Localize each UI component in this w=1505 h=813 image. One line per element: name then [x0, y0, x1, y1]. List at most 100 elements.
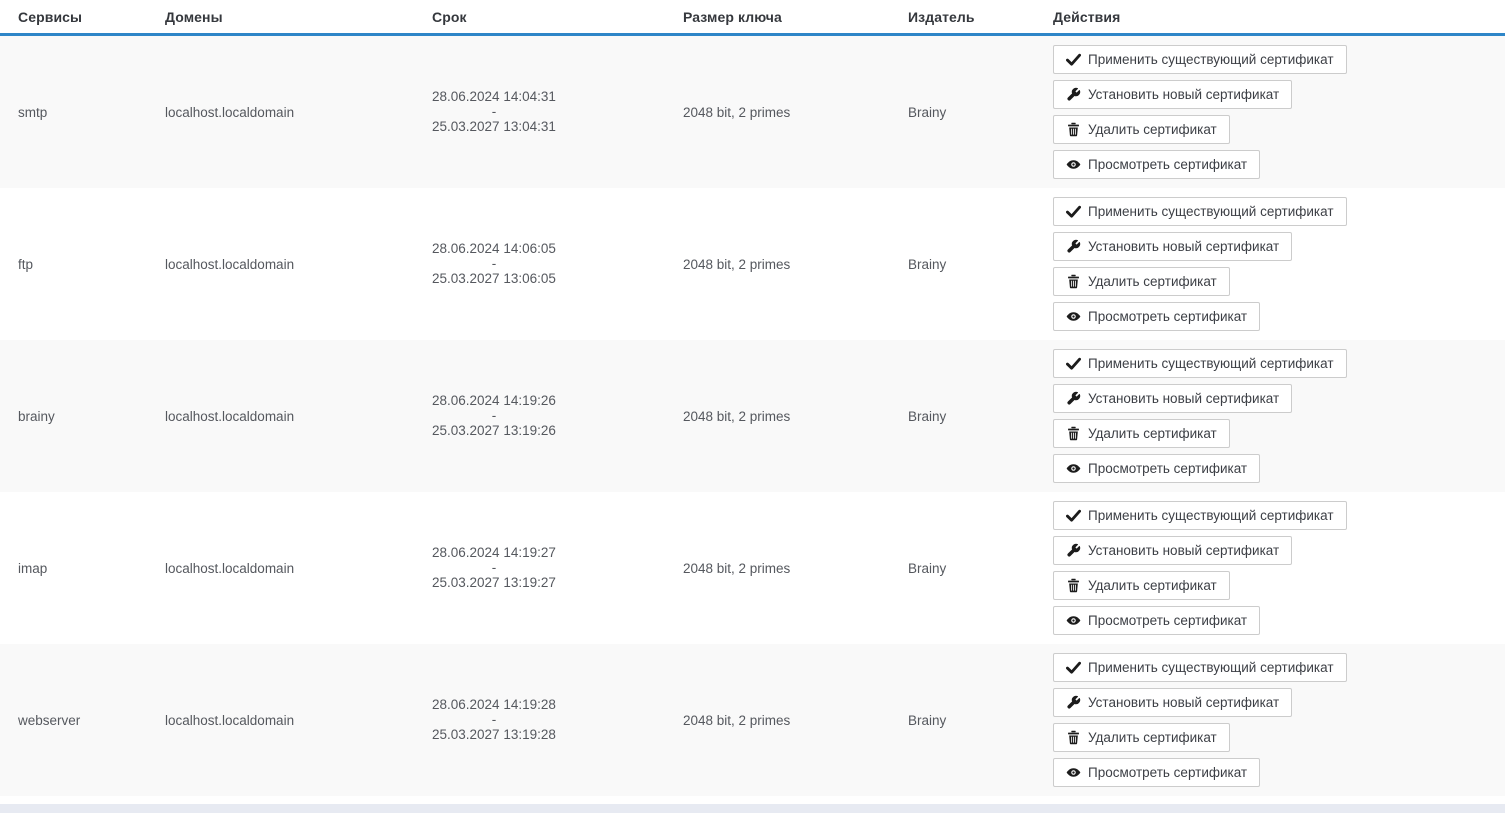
term-cell: 28.06.2024 14:19:28 - 25.03.2027 13:19:2…	[432, 697, 683, 743]
term-cell: 28.06.2024 14:04:31 - 25.03.2027 13:04:3…	[432, 89, 683, 135]
check-icon	[1066, 508, 1081, 523]
table-row: ftp localhost.localdomain 28.06.2024 14:…	[0, 188, 1505, 340]
check-icon	[1066, 52, 1081, 67]
action-button-label: Установить новый сертификат	[1088, 391, 1280, 406]
actions-cell: Применить существующий сертификат Устано…	[1053, 188, 1505, 340]
table-row: brainy localhost.localdomain 28.06.2024 …	[0, 340, 1505, 492]
term-valid-from: 28.06.2024 14:19:27	[432, 545, 556, 561]
column-header-issuer: Издатель	[908, 8, 975, 25]
table-row: smtp localhost.localdomain 28.06.2024 14…	[0, 36, 1505, 188]
service-cell: webserver	[18, 712, 81, 728]
install-new-certificate-button[interactable]: Установить новый сертификат	[1053, 80, 1293, 109]
table-row: webserver localhost.localdomain 28.06.20…	[0, 644, 1505, 796]
view-certificate-button[interactable]: Просмотреть сертификат	[1053, 302, 1261, 331]
wrench-icon	[1066, 87, 1081, 102]
service-cell: imap	[18, 560, 48, 576]
action-button-label: Установить новый сертификат	[1088, 239, 1280, 254]
view-certificate-button[interactable]: Просмотреть сертификат	[1053, 150, 1261, 179]
install-new-certificate-button[interactable]: Установить новый сертификат	[1053, 536, 1293, 565]
key-size-cell: 2048 bit, 2 primes	[683, 712, 791, 728]
issuer-cell: Brainy	[908, 104, 947, 120]
delete-certificate-button[interactable]: Удалить сертификат	[1053, 419, 1230, 448]
action-button-label: Установить новый сертификат	[1088, 695, 1280, 710]
install-new-certificate-button[interactable]: Установить новый сертификат	[1053, 688, 1293, 717]
action-button-label: Установить новый сертификат	[1088, 543, 1280, 558]
action-button-label: Применить существующий сертификат	[1088, 508, 1334, 523]
view-certificate-button[interactable]: Просмотреть сертификат	[1053, 758, 1261, 787]
term-valid-from: 28.06.2024 14:06:05	[432, 241, 556, 257]
trash-icon	[1066, 426, 1081, 441]
actions-cell: Применить существующий сертификат Устано…	[1053, 340, 1505, 492]
apply-existing-certificate-button[interactable]: Применить существующий сертификат	[1053, 45, 1347, 74]
term-valid-to: 25.03.2027 13:19:26	[432, 423, 556, 439]
table-row: imap localhost.localdomain 28.06.2024 14…	[0, 492, 1505, 644]
term-valid-to: 25.03.2027 13:19:27	[432, 575, 556, 591]
table-body: smtp localhost.localdomain 28.06.2024 14…	[0, 36, 1505, 796]
apply-existing-certificate-button[interactable]: Применить существующий сертификат	[1053, 653, 1347, 682]
action-button-label: Удалить сертификат	[1088, 122, 1217, 137]
delete-certificate-button[interactable]: Удалить сертификат	[1053, 267, 1230, 296]
delete-certificate-button[interactable]: Удалить сертификат	[1053, 571, 1230, 600]
action-button-label: Удалить сертификат	[1088, 426, 1217, 441]
eye-icon	[1066, 157, 1081, 172]
footer-strip	[0, 804, 1505, 813]
table-header-row: Сервисы Домены Срок Размер ключа Издател…	[0, 0, 1505, 36]
key-size-cell: 2048 bit, 2 primes	[683, 408, 791, 424]
key-size-cell: 2048 bit, 2 primes	[683, 560, 791, 576]
actions-cell: Применить существующий сертификат Устано…	[1053, 644, 1505, 796]
term-separator: -	[491, 255, 497, 271]
eye-icon	[1066, 461, 1081, 476]
term-valid-to: 25.03.2027 13:19:28	[432, 727, 556, 743]
eye-icon	[1066, 765, 1081, 780]
trash-icon	[1066, 730, 1081, 745]
term-cell: 28.06.2024 14:19:27 - 25.03.2027 13:19:2…	[432, 545, 683, 591]
view-certificate-button[interactable]: Просмотреть сертификат	[1053, 606, 1261, 635]
service-cell: ftp	[18, 256, 34, 272]
check-icon	[1066, 660, 1081, 675]
apply-existing-certificate-button[interactable]: Применить существующий сертификат	[1053, 349, 1347, 378]
column-header-term: Срок	[432, 8, 467, 25]
wrench-icon	[1066, 543, 1081, 558]
column-header-key-size: Размер ключа	[683, 8, 782, 25]
issuer-cell: Brainy	[908, 712, 947, 728]
eye-icon	[1066, 613, 1081, 628]
wrench-icon	[1066, 391, 1081, 406]
key-size-cell: 2048 bit, 2 primes	[683, 104, 791, 120]
delete-certificate-button[interactable]: Удалить сертификат	[1053, 115, 1230, 144]
issuer-cell: Brainy	[908, 560, 947, 576]
trash-icon	[1066, 578, 1081, 593]
domain-cell: localhost.localdomain	[165, 712, 295, 728]
action-button-label: Применить существующий сертификат	[1088, 660, 1334, 675]
apply-existing-certificate-button[interactable]: Применить существующий сертификат	[1053, 501, 1347, 530]
domain-cell: localhost.localdomain	[165, 256, 295, 272]
domain-cell: localhost.localdomain	[165, 104, 295, 120]
term-separator: -	[491, 103, 497, 119]
action-button-label: Удалить сертификат	[1088, 578, 1217, 593]
action-button-label: Применить существующий сертификат	[1088, 52, 1334, 67]
issuer-cell: Brainy	[908, 256, 947, 272]
term-cell: 28.06.2024 14:19:26 - 25.03.2027 13:19:2…	[432, 393, 683, 439]
eye-icon	[1066, 309, 1081, 324]
action-button-label: Просмотреть сертификат	[1088, 309, 1248, 324]
certificates-table: Сервисы Домены Срок Размер ключа Издател…	[0, 0, 1505, 796]
term-valid-from: 28.06.2024 14:19:28	[432, 697, 556, 713]
actions-cell: Применить существующий сертификат Устано…	[1053, 492, 1505, 644]
action-button-label: Применить существующий сертификат	[1088, 204, 1334, 219]
term-separator: -	[491, 559, 497, 575]
apply-existing-certificate-button[interactable]: Применить существующий сертификат	[1053, 197, 1347, 226]
domain-cell: localhost.localdomain	[165, 408, 295, 424]
action-button-label: Удалить сертификат	[1088, 274, 1217, 289]
term-valid-to: 25.03.2027 13:04:31	[432, 119, 556, 135]
action-button-label: Просмотреть сертификат	[1088, 157, 1248, 172]
service-cell: brainy	[18, 408, 55, 424]
term-valid-to: 25.03.2027 13:06:05	[432, 271, 556, 287]
install-new-certificate-button[interactable]: Установить новый сертификат	[1053, 384, 1293, 413]
service-cell: smtp	[18, 104, 48, 120]
action-button-label: Установить новый сертификат	[1088, 87, 1280, 102]
check-icon	[1066, 356, 1081, 371]
delete-certificate-button[interactable]: Удалить сертификат	[1053, 723, 1230, 752]
install-new-certificate-button[interactable]: Установить новый сертификат	[1053, 232, 1293, 261]
view-certificate-button[interactable]: Просмотреть сертификат	[1053, 454, 1261, 483]
term-cell: 28.06.2024 14:06:05 - 25.03.2027 13:06:0…	[432, 241, 683, 287]
column-header-actions: Действия	[1053, 8, 1121, 25]
